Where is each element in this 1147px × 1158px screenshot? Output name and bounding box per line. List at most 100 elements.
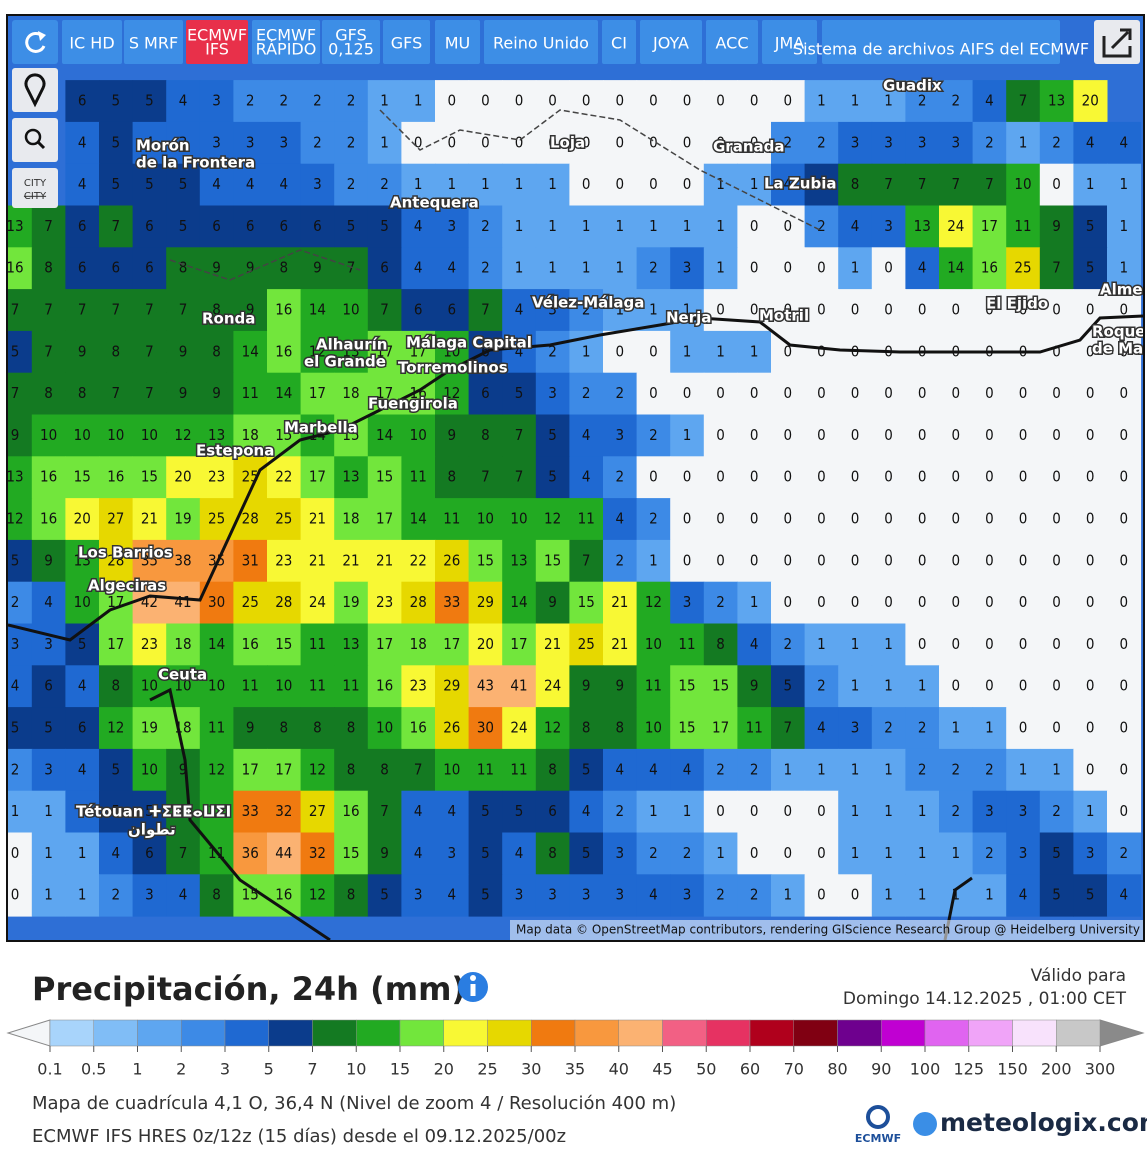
grid-value: 8 <box>112 342 121 360</box>
grid-cell <box>670 874 705 917</box>
grid-value: 0 <box>1019 719 1028 737</box>
grid-cell <box>737 372 772 415</box>
model-button[interactable] <box>186 20 248 64</box>
grid-cell <box>871 121 906 165</box>
grid-cell <box>401 623 436 666</box>
map: 6 5 5 4 3 2 2 2 2 1 1 0 0 0 0 0 0 0 0 0 0 0 1 1 1 2 2 4 7 13 204 5 4 3 3 3 3… <box>8 16 1143 940</box>
grid-value: 7 <box>112 217 121 235</box>
grid-cell <box>468 80 503 123</box>
grid-value: 8 <box>582 719 591 737</box>
grid-value: 23 <box>141 635 158 653</box>
grid-value: 5 <box>548 426 557 444</box>
grid-value: 0 <box>750 468 759 486</box>
grid-value: 3 <box>515 886 524 904</box>
grid-cell <box>871 748 906 792</box>
model-button[interactable] <box>762 20 817 64</box>
grid-value: 9 <box>179 802 188 820</box>
model-button[interactable] <box>435 20 480 64</box>
grid-cell <box>771 330 806 374</box>
grid-cell <box>401 874 436 917</box>
grid-cell <box>132 665 167 708</box>
grid-value: 7 <box>145 342 154 360</box>
grid-cell <box>535 832 570 875</box>
grid-value: 0 <box>817 301 826 319</box>
grid-cell <box>334 121 369 165</box>
grid-cell <box>871 539 906 583</box>
grid-cell <box>804 289 839 332</box>
grid-cell <box>1073 121 1108 165</box>
grid-value: 12 <box>107 719 124 737</box>
model-button[interactable] <box>252 20 320 64</box>
model-button[interactable] <box>383 20 430 64</box>
zoom-button[interactable] <box>12 118 58 162</box>
grid-cell <box>771 581 806 624</box>
grid-value: 8 <box>481 426 490 444</box>
grid-cell <box>502 623 537 666</box>
ecmwf-label: ECMWF <box>855 1132 901 1145</box>
location-button[interactable] <box>12 68 58 112</box>
grid-value: 17 <box>309 384 326 402</box>
model-button[interactable] <box>602 20 636 64</box>
grid-cell <box>737 581 772 624</box>
grid-value: 0 <box>952 301 961 319</box>
grid-value: 6 <box>548 802 557 820</box>
grid-cell <box>334 498 369 541</box>
model-button[interactable] <box>822 20 1060 64</box>
grid-cell <box>939 498 974 541</box>
grid-value: 25 <box>208 510 225 528</box>
grid-value: 10 <box>510 510 527 528</box>
grid-value: 4 <box>1120 886 1129 904</box>
grid-cell <box>502 874 537 917</box>
grid-value: 10 <box>645 635 662 653</box>
grid-value: 7 <box>884 175 893 193</box>
grid-cell <box>939 289 974 332</box>
grid-value: 2 <box>313 133 322 151</box>
model-button[interactable] <box>706 20 758 64</box>
grid-value: 0 <box>750 510 759 528</box>
grid-value: 1 <box>884 635 893 653</box>
grid-value: 1 <box>952 844 961 862</box>
grid-cell <box>636 623 671 666</box>
grid-value: 5 <box>582 844 591 862</box>
grid-value: 9 <box>313 259 322 277</box>
model-button[interactable] <box>640 20 702 64</box>
grid-value: 4 <box>78 677 87 695</box>
grid-value: 0 <box>1052 551 1061 569</box>
grid-cell <box>502 498 537 541</box>
grid-cell <box>670 330 705 374</box>
grid-value: 5 <box>145 802 154 820</box>
grid-cell <box>1073 707 1108 750</box>
grid-value: 1 <box>380 92 389 110</box>
grid-cell <box>838 539 873 583</box>
grid-cell <box>8 539 33 583</box>
grid-value: 1 <box>716 259 725 277</box>
model-button[interactable] <box>484 20 598 64</box>
grid-cell <box>838 80 873 123</box>
grid-cell <box>65 121 100 165</box>
grid-cell <box>905 80 940 123</box>
grid-value: 4 <box>448 886 457 904</box>
model-button[interactable] <box>322 20 380 64</box>
grid-cell <box>199 289 234 332</box>
valid-label: Válido para <box>1031 966 1126 986</box>
grid-value: 12 <box>208 760 225 778</box>
place-label: Marbella <box>284 419 358 437</box>
grid-value: 8 <box>313 719 322 737</box>
grid-cell <box>1073 623 1108 666</box>
grid-value: 8 <box>44 384 53 402</box>
legend-swatch <box>574 1019 619 1047</box>
city-button[interactable] <box>12 168 58 208</box>
grid-value: 17 <box>443 635 460 653</box>
grid-cell <box>367 707 402 750</box>
grid-value: 3 <box>918 133 927 151</box>
grid-value: 10 <box>74 593 91 611</box>
zoom-icon <box>24 128 42 146</box>
grid-value: 0 <box>985 677 994 695</box>
model-button[interactable] <box>124 20 183 64</box>
grid-value: 8 <box>548 760 557 778</box>
refresh-button[interactable] <box>12 20 58 64</box>
grid-cell <box>300 707 335 750</box>
grid-cell <box>535 414 570 457</box>
model-button[interactable] <box>62 20 122 64</box>
grid-cell <box>233 832 268 875</box>
